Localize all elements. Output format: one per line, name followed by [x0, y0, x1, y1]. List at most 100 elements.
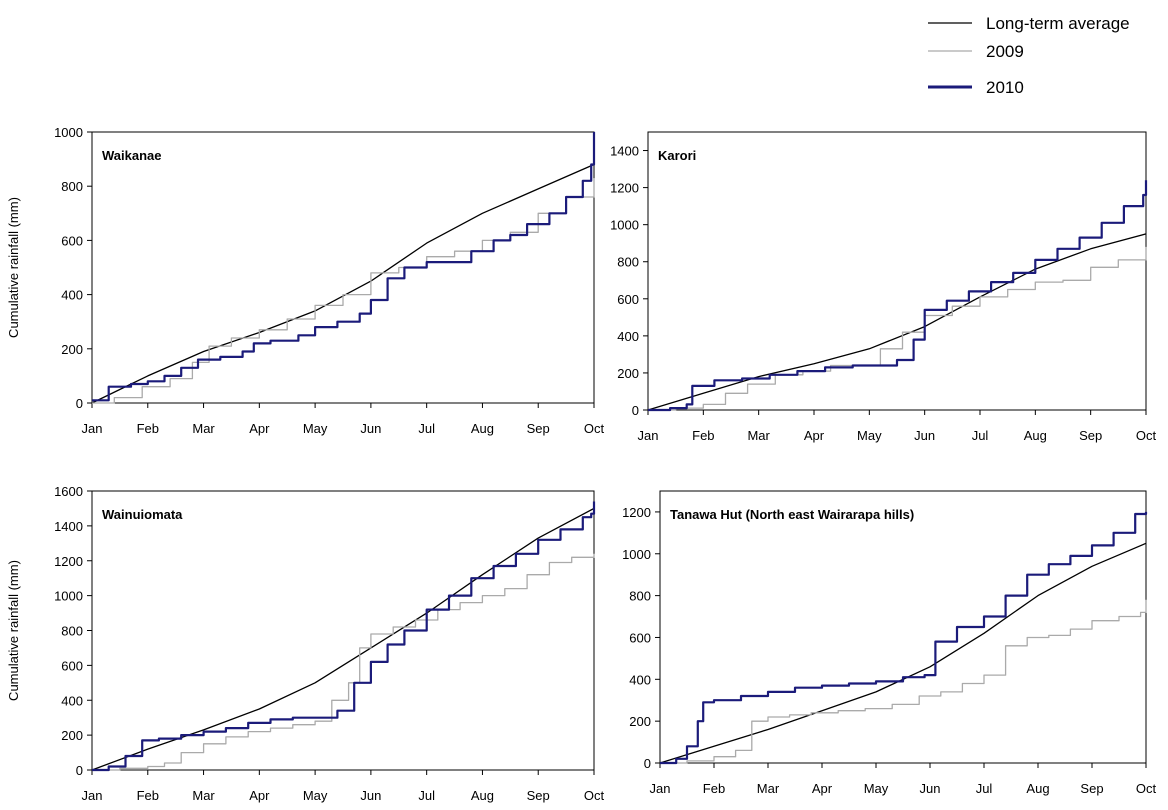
x-tick-label: Apr [249, 788, 270, 803]
series-line-2009 [92, 553, 595, 771]
y-tick-label: 800 [629, 589, 651, 604]
plot-frame [91, 490, 595, 771]
y-tick-label: 1000 [54, 125, 83, 140]
y-tick-label: 1400 [54, 519, 83, 534]
x-tick-label: Mar [757, 781, 780, 796]
x-tick-label: Mar [192, 421, 215, 436]
series-line-2010 [92, 501, 596, 772]
y-axis-label: Cumulative rainfall (mm) [6, 197, 21, 338]
x-tick-label: Oct [584, 421, 605, 436]
y-tick-label: 200 [629, 714, 651, 729]
y-tick-label: 0 [76, 396, 83, 411]
y-tick-label: 600 [629, 630, 651, 645]
series-line-2010 [648, 180, 1148, 412]
x-tick-label: Aug [1026, 781, 1049, 796]
y-tick-label: 800 [617, 255, 639, 270]
x-tick-label: Apr [249, 421, 270, 436]
series-line-long-term-average [91, 507, 595, 771]
y-tick-label: 800 [61, 624, 83, 639]
y-tick-label: 1200 [54, 554, 83, 569]
y-tick-label: 200 [61, 728, 83, 743]
y-tick-label: 400 [617, 329, 639, 344]
x-tick-label: Sep [1079, 428, 1102, 443]
y-axis-label: Cumulative rainfall (mm) [6, 560, 21, 701]
x-tick-label: May [303, 788, 328, 803]
y-tick-label: 400 [61, 693, 83, 708]
x-tick-label: Aug [471, 788, 494, 803]
legend-label-1: 2009 [986, 42, 1024, 61]
y-tick-label: 1600 [54, 484, 83, 499]
x-tick-label: Jul [418, 421, 435, 436]
x-tick-label: May [303, 421, 328, 436]
plot-frame [91, 131, 595, 404]
x-tick-label: Jul [976, 781, 993, 796]
x-tick-label: Feb [137, 788, 159, 803]
chart-panel-waikanae: 0 200 400 600 800 1000 Jan Feb Mar Apr May Jun Jul Au… [6, 125, 604, 436]
y-tick-label: 0 [632, 403, 639, 418]
y-tick-label: 400 [629, 672, 651, 687]
panel-title: Wainuiomata [102, 507, 183, 522]
chart-panel-tanawa-hut: 0 200 400 600 800 1000 1200 Jan Feb Mar Apr May Jun J… [622, 490, 1157, 796]
y-tick-label: 600 [617, 292, 639, 307]
x-tick-label: Apr [804, 428, 825, 443]
x-tick-label: Feb [137, 421, 159, 436]
x-tick-label: Jun [920, 781, 941, 796]
x-tick-label: Jun [914, 428, 935, 443]
x-tick-label: Oct [1136, 781, 1157, 796]
x-tick-label: Mar [192, 788, 215, 803]
x-tick-label: Jan [82, 788, 103, 803]
panel-title: Karori [658, 148, 696, 163]
plot-frame [647, 131, 1147, 411]
y-tick-label: 1000 [610, 218, 639, 233]
series-line-2009 [648, 246, 1147, 411]
y-tick-label: 200 [61, 342, 83, 357]
x-tick-label: Mar [747, 428, 770, 443]
x-tick-label: Feb [692, 428, 714, 443]
panel-title: Tanawa Hut (North east Wairarapa hills) [670, 507, 914, 522]
y-tick-label: 400 [61, 288, 83, 303]
y-tick-label: 1200 [622, 505, 651, 520]
x-tick-label: Apr [812, 781, 833, 796]
series-line-long-term-average [659, 542, 1147, 764]
panel-title: Waikanae [102, 148, 162, 163]
x-tick-label: Oct [584, 788, 605, 803]
legend: Long-term average 2009 2010 [928, 14, 1130, 97]
series-line-2010 [660, 511, 1148, 765]
x-tick-label: Jun [360, 788, 381, 803]
x-tick-label: Sep [1080, 781, 1103, 796]
x-tick-label: Aug [1024, 428, 1047, 443]
chart-panel-karori: 0 200 400 600 800 1000 1200 1400 Jan Feb Mar Apr May… [610, 131, 1157, 443]
x-tick-label: Jun [360, 421, 381, 436]
y-tick-label: 600 [61, 233, 83, 248]
legend-label-0: Long-term average [986, 14, 1130, 33]
x-tick-label: May [857, 428, 882, 443]
y-tick-label: 1000 [622, 547, 651, 562]
x-tick-label: Feb [703, 781, 725, 796]
series-line-2009 [660, 599, 1147, 764]
y-tick-label: 1400 [610, 144, 639, 159]
series-line-2009 [92, 178, 595, 404]
series-line-2010 [92, 132, 596, 402]
chart-panel-wainuiomata: 0 200 400 600 800 1000 1200 1400 1600 Jan Feb Mar Ap… [6, 484, 604, 803]
y-tick-label: 800 [61, 179, 83, 194]
x-tick-label: Aug [471, 421, 494, 436]
x-tick-label: Sep [527, 421, 550, 436]
x-tick-label: Jan [650, 781, 671, 796]
y-tick-label: 600 [61, 658, 83, 673]
legend-label-2: 2010 [986, 78, 1024, 97]
x-tick-label: Jan [638, 428, 659, 443]
series-line-long-term-average [91, 163, 595, 404]
x-tick-label: Jul [418, 788, 435, 803]
y-tick-label: 1200 [610, 181, 639, 196]
x-tick-label: Sep [527, 788, 550, 803]
x-tick-label: Jan [82, 421, 103, 436]
x-tick-label: Jul [972, 428, 989, 443]
x-tick-label: Oct [1136, 428, 1157, 443]
y-tick-label: 0 [644, 756, 651, 771]
plot-frame [659, 490, 1147, 764]
y-tick-label: 1000 [54, 589, 83, 604]
x-tick-label: May [864, 781, 889, 796]
y-tick-label: 200 [617, 366, 639, 381]
series-line-long-term-average [647, 233, 1147, 411]
